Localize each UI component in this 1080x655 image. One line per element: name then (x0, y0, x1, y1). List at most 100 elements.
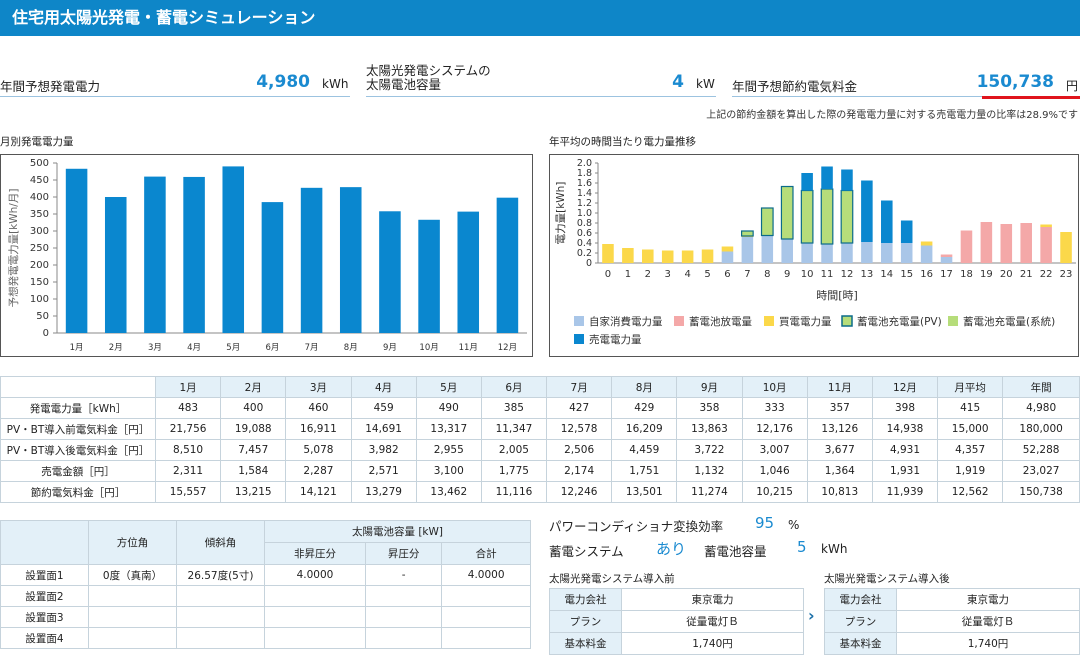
hourly-chart-title: 年平均の時間当たり電力量推移 (549, 136, 696, 148)
bar-h16-買電電力量 (920, 241, 933, 246)
surface-cell (88, 606, 177, 628)
plan-value: 従量電灯Ｂ (896, 610, 1080, 633)
table-cell: 15,557 (154, 481, 222, 503)
column-header: 12月 (871, 376, 939, 398)
bar-h7-蓄電池充電量(PV) (740, 230, 754, 237)
table-cell: 2,005 (480, 439, 548, 461)
plan-key: 電力会社 (549, 588, 622, 611)
table-row: PV・BT導入前電気料金［円］ 21,756 19,088 16,911 14,691 1… (0, 418, 1080, 440)
x-tick-label: 6月 (265, 343, 279, 353)
bar-h10-自家消費電力量 (801, 243, 813, 263)
table-cell: 8,510 (154, 439, 222, 461)
bar-8月 (339, 187, 362, 333)
table-cell: 13,215 (220, 481, 287, 503)
y-tick-label: 0.2 (577, 248, 592, 259)
legend-swatch (764, 316, 774, 326)
bar-6月 (261, 202, 284, 333)
plan-key: プラン (549, 610, 622, 633)
savings-label: 年間予想節約電気料金 (732, 79, 858, 94)
column-header: 3月 (285, 376, 352, 398)
x-axis-label: 時間[時] (816, 289, 858, 302)
bar-h21-蓄電池放電量 (1020, 223, 1032, 263)
capacity-header: 太陽電池容量 [kW] (264, 520, 531, 543)
table-cell: 429 (611, 397, 678, 419)
x-tick-label: 11月 (459, 343, 478, 353)
y-tick-label: 1.6 (577, 178, 592, 189)
plan-row: 電力会社 東京電力 (824, 588, 1080, 611)
table-cell: 398 (871, 397, 939, 419)
y-tick-label: 200 (30, 260, 49, 271)
capacity-label: 太陽光発電システムの 太陽電池容量 (366, 64, 491, 92)
legend-label: 自家消費電力量 (589, 315, 663, 328)
table-cell: 1,132 (676, 460, 743, 482)
table-cell: 21,756 (154, 418, 222, 440)
plan-row: プラン 従量電灯Ｂ (549, 610, 804, 633)
x-tick-label: 6 (724, 269, 730, 280)
table-cell: 16,209 (611, 418, 678, 440)
column-header: 年間 (1002, 376, 1080, 398)
table-cell: 13,279 (350, 481, 417, 503)
bar-h14-売電電力量 (881, 200, 893, 243)
table-cell: 4,459 (611, 439, 678, 461)
x-tick-label: 22 (1040, 269, 1053, 280)
x-tick-label: 17 (940, 269, 953, 280)
bar-h6-買電電力量 (721, 246, 734, 252)
bar-h11-売電電力量 (821, 166, 833, 189)
savings-unit: 円 (1066, 79, 1079, 93)
surface-cell (264, 627, 366, 649)
bar-h5-買電電力量 (701, 249, 714, 263)
x-tick-label: 0 (605, 269, 611, 280)
x-tick-label: 9 (784, 269, 790, 280)
legend-swatch (948, 316, 958, 326)
annual-gen-label: 年間予想発電電力 (0, 79, 101, 94)
bar-h7-自家消費電力量 (741, 237, 754, 263)
bar-h3-買電電力量 (661, 250, 674, 263)
arrow-right-icon: › (808, 606, 815, 625)
table-cell: 14,691 (350, 418, 417, 440)
y-tick-label: 0 (586, 258, 592, 269)
bar-2月 (104, 197, 127, 333)
hourly-chart-box: 0 0.2 0.4 0.6 0.8 1.0 1.2 1.4 1.6 1.8 2.0 0 1 2 3 4 5 6 7 8… (549, 154, 1079, 357)
plan-value: 従量電灯Ｂ (621, 610, 804, 633)
plan-value: 東京電力 (621, 588, 804, 611)
column-header: 1月 (154, 376, 222, 398)
kpi-underline (0, 96, 350, 97)
legend-label: 売電電力量 (589, 333, 642, 346)
bar-h23-買電電力量 (1060, 232, 1072, 263)
storage-label: 蓄電システム (549, 544, 624, 559)
table-cell: 415 (937, 397, 1004, 419)
savings-highlight-bar (982, 96, 1080, 99)
column-header: 5月 (415, 376, 482, 398)
x-tick-label: 8 (764, 269, 770, 280)
table-cell: 12,562 (937, 481, 1004, 503)
y-tick-label: 250 (30, 243, 49, 254)
battery-unit: kWh (821, 542, 848, 556)
x-tick-label: 10月 (419, 343, 438, 353)
bar-4月 (183, 176, 205, 333)
bar-h12-蓄電池充電量(PV) (840, 189, 854, 244)
table-row: 売電金額［円］ 2,311 1,584 2,287 2,571 3,100 1,775 2,1… (0, 460, 1080, 482)
surface-cell: 0度（真南） (88, 564, 177, 586)
table-cell: 13,317 (415, 418, 482, 440)
x-tick-label: 16 (920, 269, 933, 280)
table-cell: 3,007 (741, 439, 808, 461)
table-cell: 2,287 (285, 460, 352, 482)
table-cell: 180,000 (1002, 418, 1080, 440)
table-cell: 4,980 (1002, 397, 1080, 419)
y-tick-label: 350 (30, 209, 49, 220)
bar-h13-自家消費電力量 (861, 242, 873, 263)
x-tick-label: 2月 (109, 343, 123, 353)
monthly-data-table: 1月 2月 3月 4月 5月 6月 7月 8月 9月 10月 11月 12月 月平均 年間 発電電力量［kW… (0, 376, 1080, 503)
x-tick-label: 13 (861, 269, 874, 280)
x-tick-label: 18 (960, 269, 973, 280)
table-cell: 490 (415, 397, 482, 419)
legend-label: 蓄電池充電量(系統) (963, 315, 1055, 328)
table-cell: 12,246 (546, 481, 613, 503)
table-cell: 357 (806, 397, 873, 419)
table-cell: 10,215 (741, 481, 808, 503)
x-tick-label: 10 (801, 269, 814, 280)
bar-h1-買電電力量 (622, 248, 634, 263)
table-header-row: 1月 2月 3月 4月 5月 6月 7月 8月 9月 10月 11月 12月 月平均 年間 (0, 376, 1080, 398)
boost-header: 昇圧分 (364, 542, 443, 565)
table-cell: 14,938 (871, 418, 939, 440)
